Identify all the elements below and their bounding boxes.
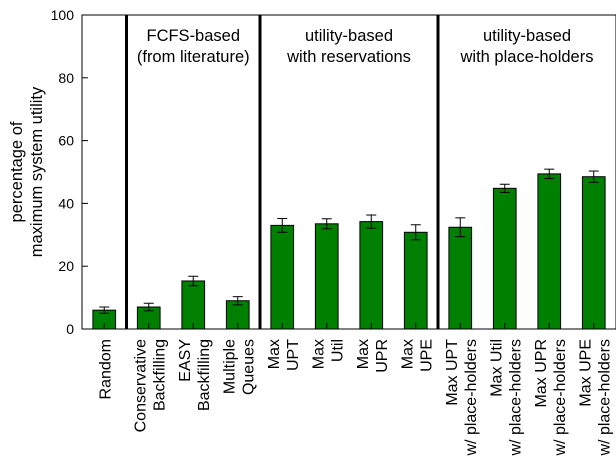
- y-tick-label: 80: [58, 70, 74, 86]
- group-dividers: [125, 15, 440, 329]
- bar: [581, 176, 606, 330]
- x-tick-label: UPR: [374, 339, 391, 373]
- bars-layer: [92, 173, 606, 330]
- group-label: with place-holders: [460, 48, 594, 66]
- x-tick-label: Max: [399, 339, 416, 369]
- error-bar: [99, 306, 110, 314]
- x-tick-label: Max: [266, 339, 283, 369]
- x-tick-label: w/ place-holders: [507, 339, 524, 457]
- error-bar: [188, 275, 199, 287]
- error-bar: [455, 217, 466, 238]
- x-tick-label: w/ place-holders: [463, 339, 480, 457]
- y-ticks: 0 20 40 60 80 100: [51, 7, 88, 337]
- x-tick-label: w/ place-holders: [552, 339, 569, 457]
- x-tick-label: UPE: [418, 339, 435, 372]
- y-tick-label: 20: [58, 258, 74, 274]
- error-bar: [277, 217, 288, 233]
- bar: [537, 173, 562, 330]
- group-label: utility-based: [305, 27, 393, 45]
- x-tick-label: Conservative: [132, 339, 149, 432]
- error-bar: [499, 183, 510, 193]
- error-bars-layer: [99, 168, 599, 314]
- x-tick-label: Backfilling: [151, 339, 168, 411]
- y-axis-label-line: maximum system utility: [28, 86, 46, 257]
- axes: [81, 14, 616, 330]
- group-label: (from literature): [137, 48, 250, 66]
- y-tick-label: 40: [58, 195, 74, 211]
- group-labels: FCFS-based (from literature) utility-based…: [137, 27, 594, 66]
- y-axis-label-line: percentage of: [8, 121, 26, 222]
- x-tick-label: Queues: [240, 339, 257, 395]
- error-bar: [366, 214, 377, 229]
- y-tick-label: 100: [51, 7, 75, 23]
- bar: [270, 224, 295, 330]
- x-tick-label: Backfilling: [196, 339, 213, 411]
- error-bar: [544, 168, 555, 180]
- group-label: with reservations: [286, 48, 411, 66]
- x-ticks: Random Conservative Backfilling EASY Backfil…: [97, 323, 613, 457]
- x-tick-label: UPT: [285, 339, 302, 371]
- x-tick-label: Max UPT: [444, 339, 461, 406]
- error-bar: [143, 302, 154, 312]
- y-tick-label: 0: [66, 321, 74, 337]
- bar: [403, 231, 428, 330]
- x-tick-label: EASY: [177, 339, 194, 382]
- group-label: utility-based: [483, 27, 571, 45]
- x-tick-label: Max: [355, 339, 372, 369]
- x-tick-label: w/ place-holders: [596, 339, 613, 457]
- x-tick-label: Random: [97, 339, 114, 399]
- bar: [181, 280, 206, 330]
- error-bar: [588, 170, 599, 183]
- x-tick-label: Max UPE: [577, 339, 594, 407]
- error-bar: [232, 296, 243, 306]
- error-bar: [321, 218, 332, 230]
- x-tick-label: Max: [310, 339, 327, 369]
- x-tick-label: Max UPR: [533, 339, 550, 407]
- y-tick-label: 60: [58, 133, 74, 149]
- bar: [448, 226, 473, 330]
- bar: [359, 221, 384, 330]
- error-bar: [410, 224, 421, 241]
- x-tick-label: Util: [329, 339, 346, 362]
- group-label: FCFS-based: [146, 27, 240, 45]
- bar: [492, 187, 517, 330]
- bar: [314, 223, 339, 330]
- x-tick-label: Multiple: [221, 339, 238, 394]
- plot-frame: [81, 14, 616, 330]
- x-tick-label: Max Util: [488, 339, 505, 397]
